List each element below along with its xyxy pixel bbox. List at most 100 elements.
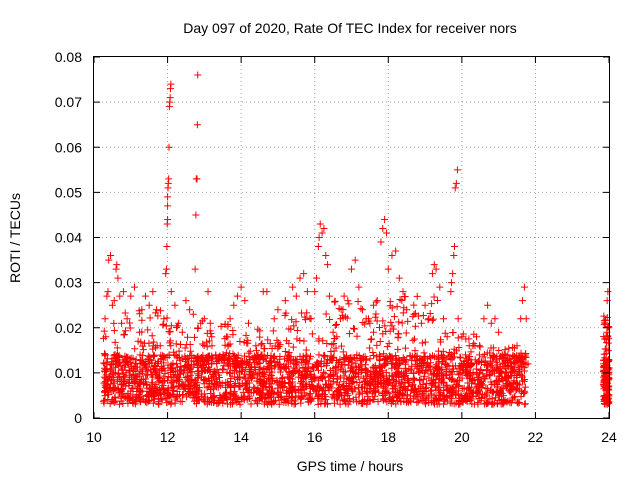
- data-point: [430, 261, 438, 269]
- data-point: [270, 390, 278, 398]
- data-point: [112, 357, 120, 365]
- data-point: [164, 361, 172, 369]
- data-point: [114, 274, 122, 282]
- data-point: [327, 370, 335, 378]
- data-point: [475, 351, 483, 359]
- data-point: [221, 320, 229, 328]
- data-point: [308, 330, 316, 338]
- data-point: [392, 247, 400, 255]
- data-point: [499, 385, 507, 393]
- data-point: [411, 322, 419, 330]
- data-point: [302, 346, 310, 354]
- data-point: [408, 362, 416, 370]
- data-point: [431, 383, 439, 391]
- data-point: [510, 378, 518, 386]
- data-point: [296, 386, 304, 394]
- data-point: [493, 352, 501, 360]
- data-point: [338, 311, 346, 319]
- data-point: [301, 313, 309, 321]
- data-point: [399, 288, 407, 296]
- data-point: [214, 383, 222, 391]
- data-point: [482, 384, 490, 392]
- data-point: [376, 337, 384, 345]
- data-point: [323, 359, 331, 367]
- data-point: [465, 371, 473, 379]
- data-point: [243, 339, 251, 347]
- data-point: [349, 324, 357, 332]
- data-point: [341, 313, 349, 321]
- data-point: [345, 300, 353, 308]
- data-point: [296, 352, 304, 360]
- y-tick-label: 0.01: [55, 365, 82, 381]
- data-point: [291, 367, 299, 375]
- data-point: [349, 363, 357, 371]
- data-point: [454, 315, 462, 323]
- data-point: [149, 399, 157, 407]
- data-point: [481, 357, 489, 365]
- data-point: [331, 297, 339, 305]
- data-point: [474, 357, 482, 365]
- data-point: [145, 301, 153, 309]
- data-point: [341, 355, 349, 363]
- data-point: [195, 367, 203, 375]
- data-point: [419, 311, 427, 319]
- data-point: [399, 309, 407, 317]
- data-point: [129, 391, 137, 399]
- data-point: [263, 366, 271, 374]
- data-point: [315, 382, 323, 390]
- data-point: [370, 328, 378, 336]
- data-point: [367, 336, 375, 344]
- data-point: [424, 355, 432, 363]
- data-point: [108, 358, 116, 366]
- data-point: [122, 369, 130, 377]
- data-point: [397, 397, 405, 405]
- data-point: [138, 328, 146, 336]
- data-point: [372, 298, 380, 306]
- data-point: [251, 384, 259, 392]
- data-point: [396, 295, 404, 303]
- data-point: [118, 319, 126, 327]
- data-point: [420, 369, 428, 377]
- data-point: [193, 385, 201, 393]
- data-point: [444, 352, 452, 360]
- data-point: [453, 368, 461, 376]
- data-point: [373, 297, 381, 305]
- data-point: [382, 377, 390, 385]
- data-point: [449, 270, 457, 278]
- data-point: [341, 368, 349, 376]
- data-point: [484, 301, 492, 309]
- data-point: [451, 184, 459, 192]
- data-point: [459, 397, 467, 405]
- data-point: [429, 398, 437, 406]
- data-point: [323, 340, 331, 348]
- data-point: [267, 391, 275, 399]
- data-point: [304, 371, 312, 379]
- data-point: [390, 325, 398, 333]
- data-point: [252, 353, 260, 361]
- y-tick-label: 0.02: [55, 320, 82, 336]
- data-point: [306, 381, 314, 389]
- data-point: [151, 359, 159, 367]
- x-tick-label: 10: [86, 429, 102, 445]
- data-point: [150, 351, 158, 359]
- data-point: [242, 331, 250, 339]
- data-point: [439, 348, 447, 356]
- data-point: [110, 370, 118, 378]
- data-point: [371, 387, 379, 395]
- data-point: [186, 383, 194, 391]
- data-point: [143, 381, 151, 389]
- data-point: [605, 364, 613, 372]
- data-point: [213, 358, 221, 366]
- data-point: [396, 386, 404, 394]
- data-point: [602, 379, 610, 387]
- data-point: [408, 382, 416, 390]
- data-point: [110, 297, 118, 305]
- data-point: [191, 333, 199, 341]
- data-point: [128, 384, 136, 392]
- data-point: [186, 306, 194, 314]
- data-point: [319, 395, 327, 403]
- data-point: [157, 307, 165, 315]
- data-point: [401, 364, 409, 372]
- data-point: [404, 391, 412, 399]
- data-point: [427, 359, 435, 367]
